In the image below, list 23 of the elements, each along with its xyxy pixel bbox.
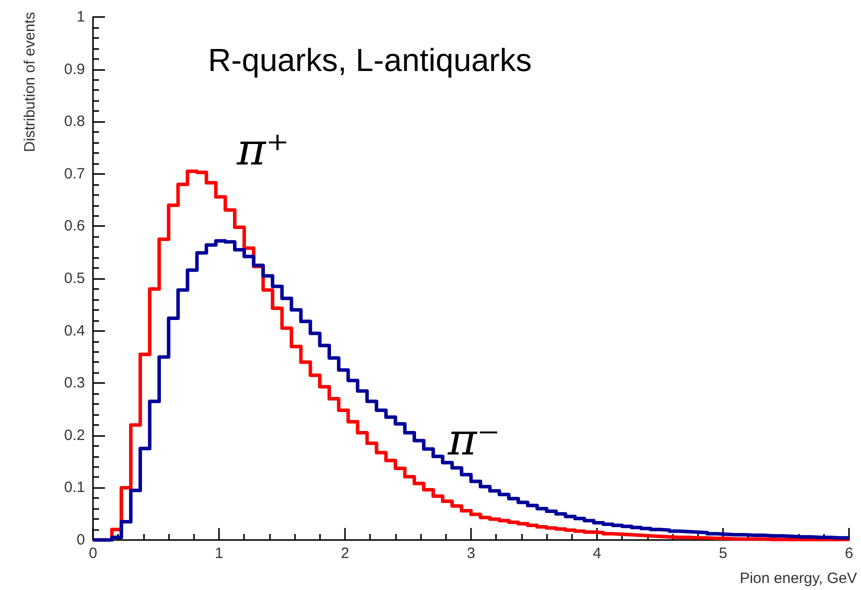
y-tick-label: 0.1 bbox=[64, 479, 85, 496]
y-tick-label: 0.7 bbox=[64, 165, 85, 182]
y-tick-label: 1 bbox=[76, 8, 85, 26]
x-tick-label: 3 bbox=[466, 545, 476, 562]
y-tick-label: 0.2 bbox=[64, 426, 85, 444]
y-tick-label: 0.6 bbox=[64, 218, 85, 235]
y-tick-label: 0.9 bbox=[64, 60, 85, 78]
y-tick-label: 0 bbox=[76, 532, 85, 548]
y-axis-title: Distribution of events bbox=[22, 12, 38, 152]
x-tick-label: 2 bbox=[340, 545, 350, 562]
text: R-quarks, L-antiquarks bbox=[208, 42, 532, 78]
y-tick-label: 0.4 bbox=[64, 322, 85, 340]
x-tick-label: 5 bbox=[718, 545, 728, 562]
y-tick-label: 0.5 bbox=[64, 270, 85, 287]
annotation: π⁺ bbox=[236, 124, 290, 176]
y-tick-label: 0.8 bbox=[64, 113, 85, 130]
x-axis-title: Pion energy, GeV bbox=[740, 570, 858, 587]
annotation: π⁻ bbox=[446, 414, 500, 466]
x-tick-label: 6 bbox=[844, 545, 854, 562]
x-tick-label: 4 bbox=[592, 545, 602, 562]
x-tick-label: 1 bbox=[214, 545, 224, 562]
x-tick-label: 0 bbox=[88, 545, 98, 562]
y-tick-label: 0.3 bbox=[64, 374, 85, 392]
